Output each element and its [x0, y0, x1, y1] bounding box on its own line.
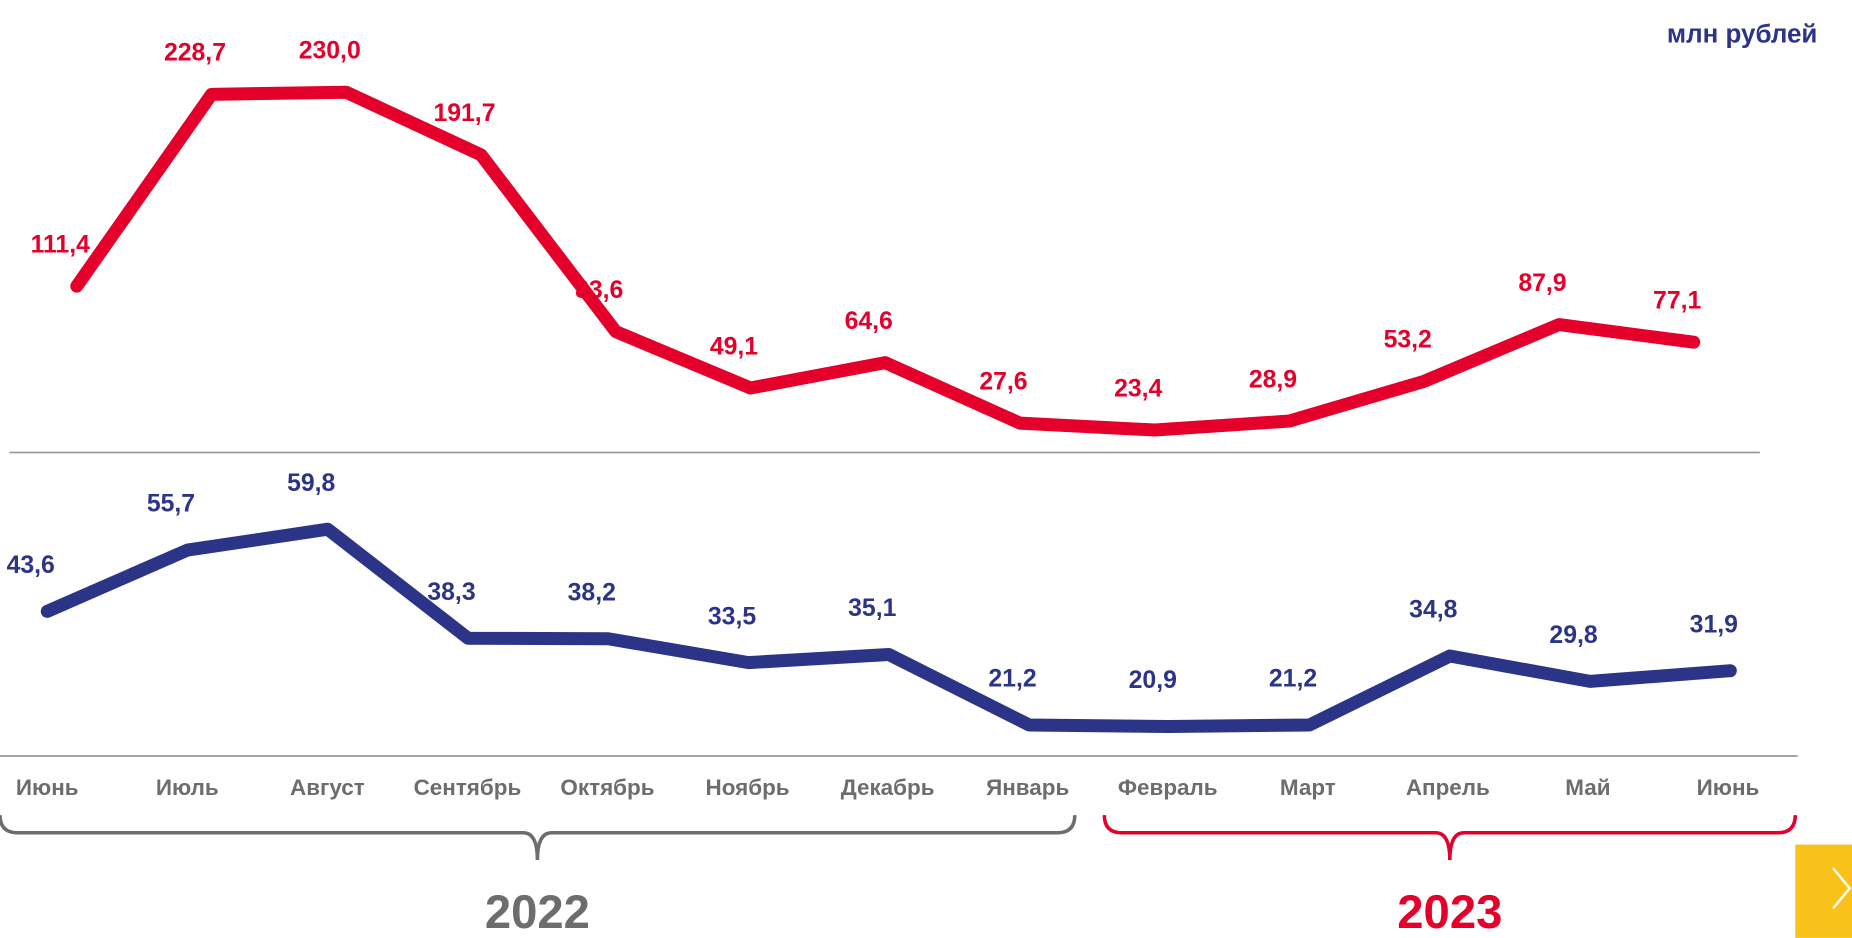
x-tick-label: Август [290, 775, 365, 800]
next-chevron [1832, 867, 1852, 910]
next-button[interactable] [1795, 844, 1852, 938]
x-tick-label: Март [1280, 775, 1336, 800]
data-label: 23,4 [1114, 375, 1162, 402]
data-label: 31,9 [1690, 611, 1738, 638]
x-tick-label: Июнь [16, 775, 79, 800]
year-label: 2023 [1397, 886, 1502, 938]
data-label: 27,6 [979, 369, 1027, 396]
x-tick-label: Июнь [1697, 775, 1760, 800]
data-label: 38,3 [427, 579, 475, 606]
data-label: 20,9 [1129, 667, 1177, 694]
data-label: 43,6 [7, 552, 55, 579]
data-label: 29,8 [1549, 622, 1597, 649]
data-label: 111,4 [31, 232, 91, 259]
data-label: 53,2 [1384, 327, 1432, 354]
x-tick-label: Февраль [1118, 775, 1218, 800]
data-label: 59,8 [287, 470, 335, 497]
data-label: 49,1 [710, 333, 758, 360]
data-label: 38,2 [568, 579, 616, 606]
data-label: 28,9 [1249, 366, 1297, 393]
data-label: 87,9 [1518, 270, 1566, 297]
data-label: 230,0 [299, 38, 361, 65]
data-label: 21,2 [988, 666, 1036, 693]
x-tick-label: Ноябрь [706, 775, 790, 800]
data-label: 55,7 [147, 491, 195, 518]
x-tick-label: Январь [986, 775, 1069, 800]
x-tick-label: Май [1565, 775, 1610, 800]
x-tick-label: Сентябрь [414, 775, 522, 800]
x-tick-label: Декабрь [841, 775, 935, 800]
data-label: 191,7 [433, 100, 495, 127]
x-tick-label: Апрель [1406, 775, 1490, 800]
data-label: 34,8 [1409, 597, 1457, 624]
data-label: 77,1 [1653, 288, 1701, 315]
data-label: 228,7 [164, 40, 226, 67]
year-label: 2022 [485, 886, 590, 938]
data-label: 21,2 [1269, 666, 1317, 693]
x-tick-label: Октябрь [560, 775, 654, 800]
year-bracket [1102, 814, 1798, 860]
line-series [70, 85, 1701, 437]
line-series [40, 522, 1737, 733]
x-tick-label: Июль [156, 775, 219, 800]
data-label: 83,6 [575, 277, 623, 304]
data-label: 64,6 [845, 308, 893, 335]
data-label: 33,5 [708, 603, 756, 630]
unit-label: млн рублей [1667, 18, 1818, 48]
data-label: 35,1 [848, 595, 896, 622]
year-bracket [0, 814, 1077, 860]
